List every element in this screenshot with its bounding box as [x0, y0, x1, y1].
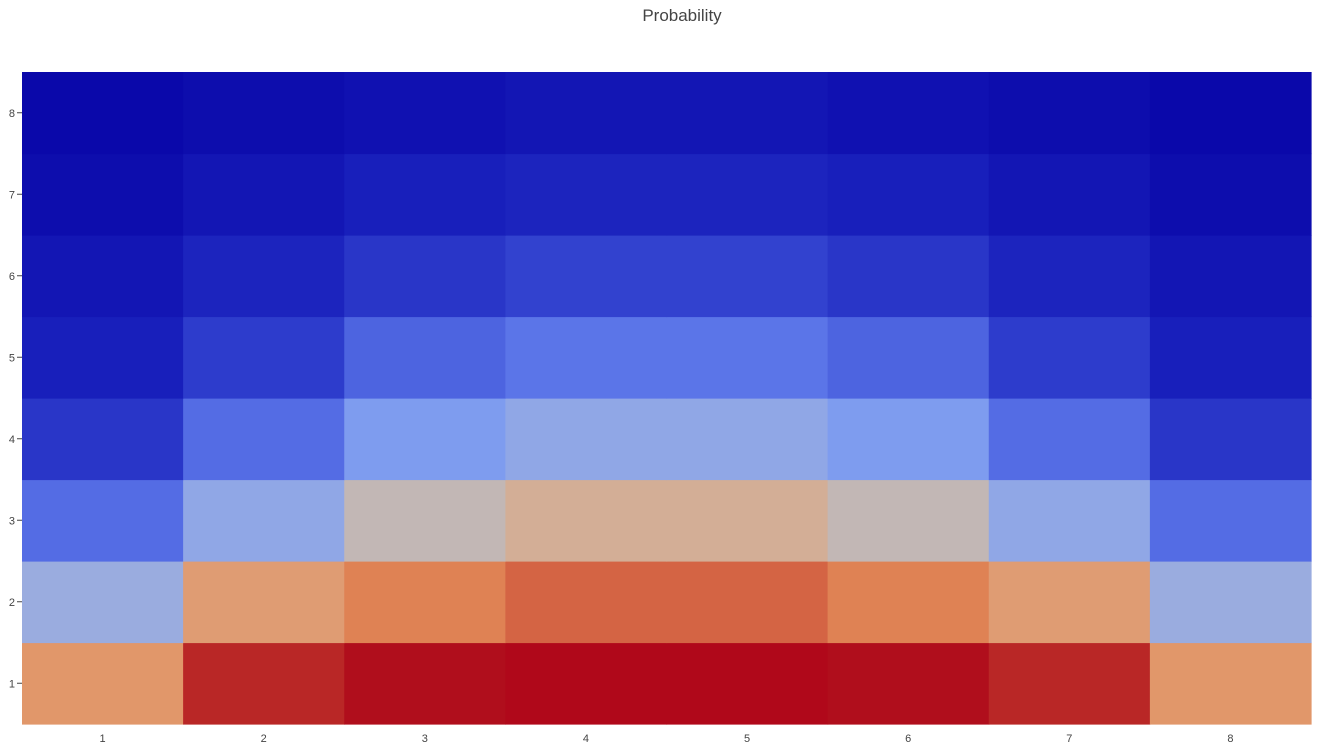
x-tick-label: 1 — [100, 733, 106, 745]
heatmap-cell — [827, 642, 990, 725]
heatmap-cell — [666, 398, 829, 481]
heatmap-cell — [666, 153, 829, 236]
heatmap-cell — [505, 642, 668, 725]
heatmap-cell — [505, 398, 668, 481]
heatmap-cell — [344, 235, 506, 318]
heatmap-cell — [344, 561, 506, 644]
x-tick-label: 7 — [1066, 733, 1072, 745]
x-tick-label: 2 — [261, 733, 267, 745]
heatmap-cell — [666, 316, 829, 399]
heatmap-cell — [666, 72, 829, 155]
heatmap-cell — [344, 479, 506, 562]
heatmap-cell — [344, 642, 506, 725]
heatmap-cell — [666, 561, 829, 644]
heatmap-cell — [988, 235, 1151, 318]
heatmap-cell — [988, 72, 1151, 155]
heatmap-cell — [22, 479, 184, 562]
y-tick-label: 8 — [9, 108, 15, 120]
heatmap-cell — [988, 561, 1151, 644]
heatmap-cell — [505, 479, 668, 562]
heatmap-cell — [827, 72, 990, 155]
heatmap-cell — [344, 72, 506, 155]
heatmap-cell — [22, 642, 184, 725]
heatmap-cell — [505, 316, 668, 399]
x-tick-label: 8 — [1227, 733, 1233, 745]
heatmap-cells — [22, 72, 1312, 725]
heatmap-cell — [505, 235, 668, 318]
heatmap-cell — [505, 153, 668, 236]
heatmap-cell — [183, 153, 345, 236]
y-axis: 1 2 3 4 5 6 7 8 — [9, 108, 22, 690]
heatmap-cell — [505, 561, 668, 644]
heatmap-cell — [183, 235, 345, 318]
heatmap-cell — [1149, 316, 1312, 399]
heatmap-cell — [666, 479, 829, 562]
heatmap-cell — [827, 235, 990, 318]
heatmap-cell — [666, 235, 829, 318]
heatmap-cell — [183, 72, 345, 155]
heatmap-cell — [1149, 479, 1312, 562]
heatmap-cell — [344, 153, 506, 236]
heatmap-cell — [988, 153, 1151, 236]
x-tick-label: 3 — [422, 733, 428, 745]
heatmap-cell — [988, 316, 1151, 399]
chart-title: Probability — [642, 6, 722, 25]
heatmap-cell — [827, 398, 990, 481]
heatmap-cell — [22, 316, 184, 399]
heatmap-cell — [827, 316, 990, 399]
y-tick-label: 2 — [9, 597, 15, 609]
heatmap-cell — [22, 72, 184, 155]
heatmap-cell — [988, 479, 1151, 562]
heatmap-cell — [666, 642, 829, 725]
y-tick-label: 3 — [9, 515, 15, 527]
y-tick-label: 5 — [9, 352, 15, 364]
heatmap-cell — [22, 398, 184, 481]
heatmap-cell — [1149, 398, 1312, 481]
heatmap-cell — [183, 642, 345, 725]
heatmap-cell — [1149, 642, 1312, 725]
heatmap-cell — [827, 561, 990, 644]
heatmap-cell — [1149, 153, 1312, 236]
x-tick-label: 4 — [583, 733, 589, 745]
heatmap-cell — [1149, 72, 1312, 155]
heatmap-cell — [988, 398, 1151, 481]
heatmap-cell — [344, 398, 506, 481]
x-tick-label: 6 — [905, 733, 911, 745]
heatmap-cell — [344, 316, 506, 399]
heatmap-cell — [505, 72, 668, 155]
x-axis: 1 2 3 4 5 6 7 8 — [100, 733, 1234, 745]
heatmap-cell — [988, 642, 1151, 725]
heatmap-cell — [183, 479, 345, 562]
y-tick-label: 7 — [9, 189, 15, 201]
heatmap-cell — [1149, 561, 1312, 644]
heatmap-cell — [1149, 235, 1312, 318]
y-tick-label: 6 — [9, 271, 15, 283]
heatmap-cell — [183, 398, 345, 481]
y-tick-label: 4 — [9, 434, 15, 446]
heatmap-cell — [183, 561, 345, 644]
heatmap-cell — [22, 235, 184, 318]
heatmap-cell — [22, 561, 184, 644]
y-tick-label: 1 — [9, 678, 15, 690]
heatmap-cell — [827, 153, 990, 236]
heatmap-cell — [22, 153, 184, 236]
x-tick-label: 5 — [744, 733, 750, 745]
heatmap-cell — [183, 316, 345, 399]
heatmap-cell — [827, 479, 990, 562]
